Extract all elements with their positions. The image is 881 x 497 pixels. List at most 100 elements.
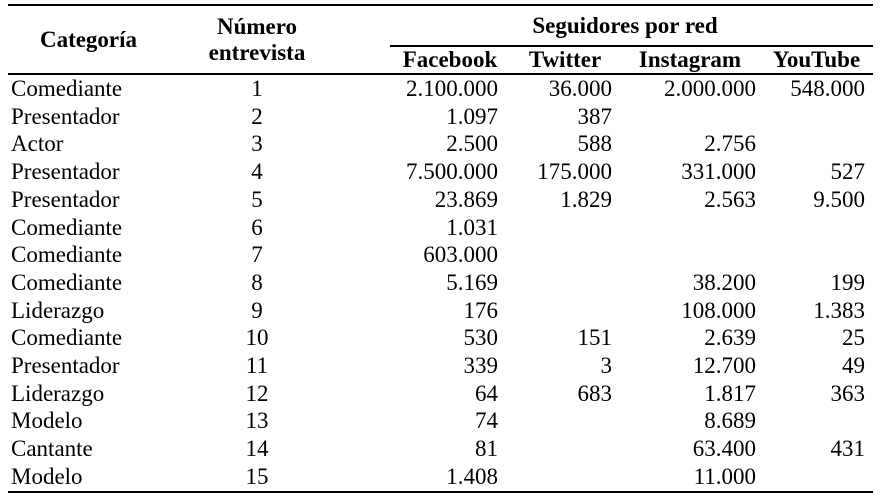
instagram-value-cell: 38.200 [692,269,756,295]
youtube-value-cell: 548.000 [790,76,865,101]
facebook-value-cell: 2.100.000 [406,76,498,101]
youtube-value-cell: 527 [830,159,866,185]
category-cell: Comediante [11,214,123,240]
table-row: Modelo 15 1.408 11.000 [8,463,873,492]
facebook-value-cell: 64 [475,380,498,406]
table-row: Actor 3 2.500 588 2.756 [8,130,873,158]
category-cell: Liderazgo [11,380,105,406]
table-row: Cantante 14 81 63.400 431 [8,435,873,463]
instagram-value-cell [620,241,760,269]
category-cell: Liderazgo [11,297,105,323]
interview-number-cell: 5 [251,186,263,212]
twitter-value-cell: 36.000 [548,76,612,101]
youtube-value-cell: 199 [830,269,866,295]
twitter-value-cell: 3 [600,353,613,379]
youtube-value-cell [760,241,873,269]
interview-number-cell: 8 [251,269,263,295]
instagram-value-cell: 11.000 [693,463,756,489]
category-cell: Cantante [11,436,93,462]
youtube-value-cell: 1.383 [813,297,865,323]
followers-table: Categoría Número entrevista Seguidores p… [8,4,873,493]
twitter-value-cell: 683 [577,380,613,406]
table-body: Comediante 1 2.100.000 36.000 2.000.000 … [8,74,873,492]
instagram-value-cell: 2.000.000 [664,76,756,101]
youtube-value-cell [760,407,873,435]
facebook-value-cell: 530 [463,325,499,351]
instagram-value-cell [620,214,760,242]
interview-number-cell: 10 [245,325,269,351]
twitter-value-cell [510,435,620,463]
header-row-group: Categoría Número entrevista Seguidores p… [8,5,873,75]
interview-number-cell: 12 [245,380,269,406]
youtube-value-cell: 363 [830,380,866,406]
facebook-value-cell: 176 [463,297,499,323]
table-row: Presentador 11 339 3 12.700 49 [8,352,873,380]
facebook-value-cell: 74 [475,408,498,434]
header-instagram: Instagram [620,46,760,75]
instagram-value-cell: 12.700 [692,353,756,379]
category-cell: Comediante [11,76,123,101]
category-cell: Presentador [11,159,120,185]
table-row: Comediante 8 5.169 38.200 199 [8,269,873,297]
youtube-value-cell [760,103,873,131]
youtube-value-cell: 9.500 [813,186,865,212]
table-row: Liderazgo 9 176 108.000 1.383 [8,297,873,325]
twitter-value-cell: 1.829 [560,186,612,212]
twitter-value-cell [510,269,620,297]
interview-number-cell: 9 [251,297,263,323]
interview-number-cell: 7 [251,242,263,268]
interview-number-cell: 6 [251,214,263,240]
instagram-value-cell: 2.639 [704,325,756,351]
header-followers-group: Seguidores por red [390,5,873,47]
facebook-value-cell: 81 [475,436,498,462]
instagram-value-cell: 8.689 [704,408,756,434]
table-row: Comediante 1 2.100.000 36.000 2.000.000 … [8,74,873,103]
table-row: Comediante 10 530 151 2.639 25 [8,324,873,352]
twitter-value-cell [510,297,620,325]
twitter-value-cell [510,463,620,492]
twitter-value-cell: 588 [577,131,613,157]
category-cell: Comediante [11,269,123,295]
facebook-value-cell: 2.500 [446,131,498,157]
followers-table-container: Categoría Número entrevista Seguidores p… [8,4,873,493]
interview-number-cell: 14 [245,436,269,462]
interview-number-cell: 4 [251,159,263,185]
category-cell: Actor [11,131,64,157]
facebook-value-cell: 1.097 [446,103,498,129]
category-cell: Presentador [11,186,120,212]
facebook-value-cell: 7.500.000 [406,159,498,185]
instagram-value-cell [620,103,760,131]
twitter-value-cell: 387 [577,103,613,129]
facebook-value-cell: 1.031 [446,214,498,240]
interview-number-cell: 13 [245,408,269,434]
twitter-value-cell [510,407,620,435]
category-cell: Modelo [11,408,83,434]
twitter-value-cell [510,241,620,269]
facebook-value-cell: 1.408 [446,463,498,489]
instagram-value-cell: 1.817 [704,380,756,406]
interview-number-cell: 11 [245,353,269,379]
youtube-value-cell [760,463,873,492]
twitter-value-cell: 151 [577,325,613,351]
category-cell: Presentador [11,103,120,129]
table-row: Comediante 6 1.031 [8,214,873,242]
instagram-value-cell: 108.000 [681,297,756,323]
interview-number-cell: 2 [251,103,263,129]
category-cell: Comediante [11,325,123,351]
facebook-value-cell: 603.000 [423,242,498,268]
twitter-value-cell: 175.000 [537,159,612,185]
header-facebook: Facebook [390,46,510,75]
instagram-value-cell: 63.400 [692,436,756,462]
table-header: Categoría Número entrevista Seguidores p… [8,5,873,75]
category-cell: Presentador [11,353,120,379]
youtube-value-cell: 25 [842,325,865,351]
category-cell: Comediante [11,242,123,268]
header-row-networks: Facebook Twitter Instagram YouTube [8,46,873,75]
facebook-value-cell: 339 [463,353,499,379]
youtube-value-cell [760,214,873,242]
interview-number-cell: 3 [251,131,263,157]
table-row: Modelo 13 74 8.689 [8,407,873,435]
table-row: Presentador 4 7.500.000 175.000 331.000 … [8,158,873,186]
facebook-value-cell: 5.169 [446,269,498,295]
interview-number-cell: 15 [245,463,269,489]
